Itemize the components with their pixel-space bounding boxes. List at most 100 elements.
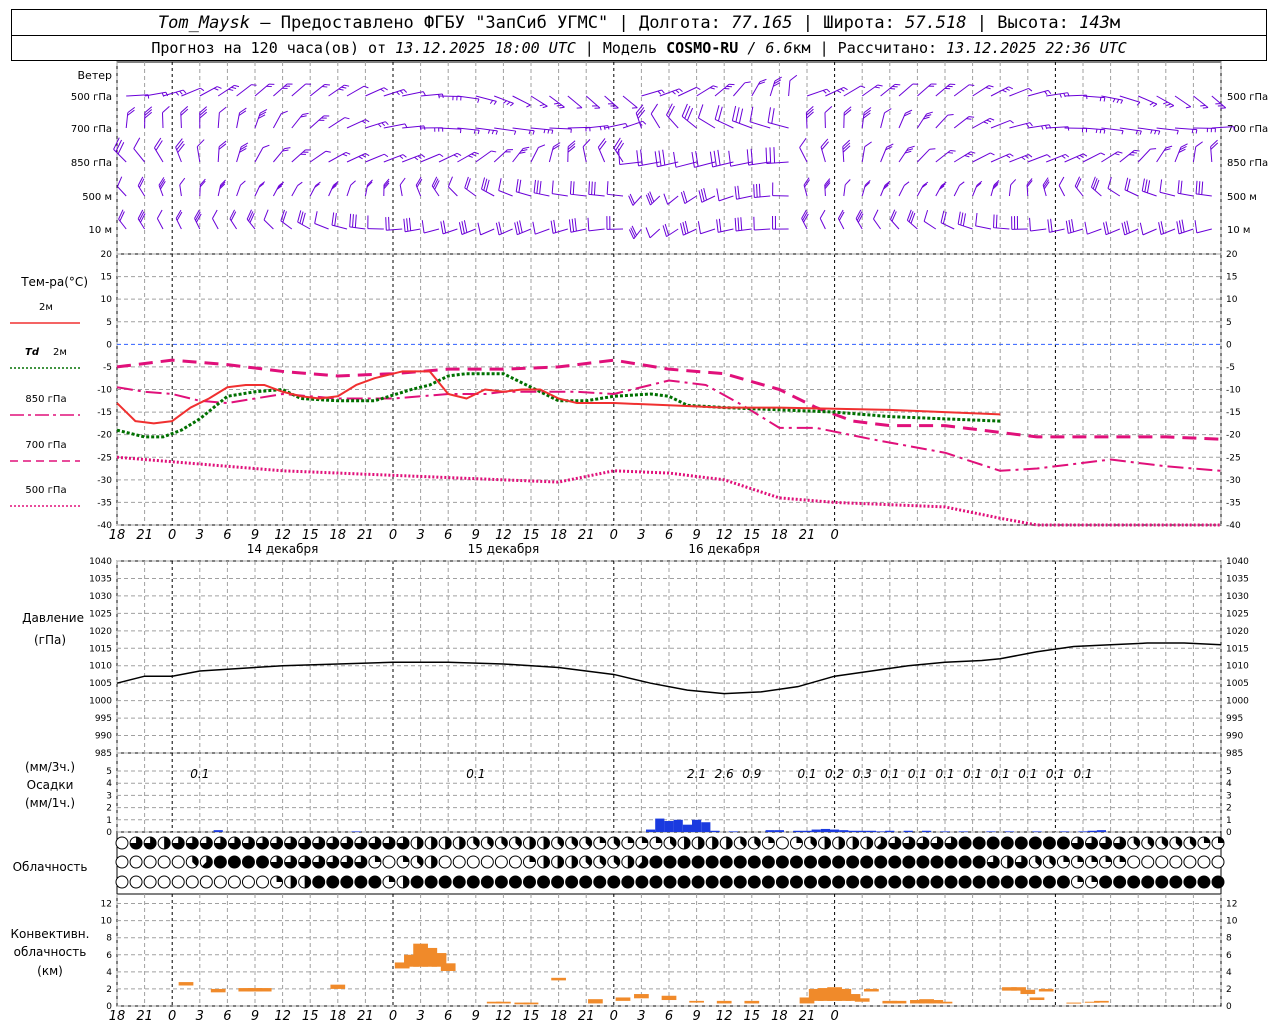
cloud-cover-symbol (874, 855, 888, 869)
cloud-cover-symbol (635, 855, 649, 869)
wind-barb-feather (219, 106, 227, 114)
wind-barb-feather (509, 102, 514, 107)
wind-barb-feather (969, 84, 975, 86)
wind-barb (754, 228, 771, 231)
wind-barb-feather (396, 91, 400, 96)
wind-barb-feather (1076, 156, 1081, 160)
wind-barb-feather (349, 213, 352, 227)
wind-barb-feather (886, 143, 894, 148)
wind-barb (438, 95, 461, 98)
cloud-cover-symbol (1056, 836, 1070, 850)
wind-barb (498, 228, 513, 236)
precip-tick-left: 4 (106, 779, 112, 789)
wind-barb (217, 112, 220, 129)
cloud-cover-symbol (1000, 855, 1014, 869)
convective-bar (551, 977, 566, 981)
convective-bar (496, 1001, 511, 1004)
cloud-cover-symbol (1070, 875, 1084, 889)
wind-barb-feather (514, 222, 518, 235)
temp-panel-title: Тем-ра(°С) (20, 275, 88, 289)
cloud-cover-symbol (382, 875, 396, 889)
wind-barb-feather (434, 180, 440, 190)
wind-barb-feather (180, 108, 189, 116)
wind-barb-feather (756, 184, 758, 198)
wind-barb (1107, 188, 1121, 197)
wind-barb-feather (199, 178, 206, 186)
wind-barb-feather (276, 185, 283, 190)
wind-barb (365, 153, 385, 163)
convective-bar (514, 1002, 530, 1005)
wind-barb-feather (385, 217, 387, 231)
wind-barb (1138, 127, 1160, 132)
wind-barb (405, 228, 421, 233)
cloud-cover-symbol (705, 855, 719, 869)
cloud-cover-symbol (1197, 855, 1211, 869)
wind-barb-feather (1179, 146, 1187, 151)
wind-barb-feather (246, 209, 252, 220)
wind-barb-feather (799, 137, 807, 148)
wind-barb-feather (587, 217, 590, 231)
cloud-cover-symbol (972, 875, 986, 889)
wind-barb (117, 186, 127, 197)
wind-barb-feather (284, 147, 291, 150)
cloud-cover-symbol (143, 875, 157, 889)
wind-barb (732, 120, 752, 129)
wind-barb-feather (381, 122, 386, 127)
precip-bar (351, 831, 361, 832)
wind-barb-feather (1198, 181, 1201, 195)
wind-barb-feather (712, 85, 718, 88)
latitude-value: 57.518 (905, 13, 967, 33)
wind-barb-feather (686, 107, 694, 121)
wind-barb (480, 228, 495, 236)
cloud-cover-symbol (508, 855, 522, 869)
wind-barb-feather (863, 109, 871, 116)
wind-barb (530, 95, 548, 107)
wind-barb (530, 127, 553, 131)
wind-barb-feather (1076, 178, 1082, 189)
provider-text: – Предоставлено ФГБУ "ЗапСиб УГМС" | Дол… (250, 13, 732, 33)
precip-bar (774, 830, 784, 832)
wind-barb-feather (259, 181, 266, 186)
wind-barb-feather (259, 108, 268, 114)
wind-barb-feather (806, 108, 814, 116)
wind-barb-feather (883, 184, 889, 190)
cloud-cover-symbol (804, 855, 818, 869)
wind-barb-feather (127, 109, 135, 116)
wind-barb-feather (842, 139, 851, 147)
convective-bar (1029, 997, 1045, 1001)
pressure-tick-left: 995 (95, 714, 112, 724)
wind-barb-feather (118, 209, 124, 220)
cloud-cover-symbol (1085, 836, 1099, 850)
wind-barb-feather (240, 180, 246, 186)
cloud-cover-symbol (157, 875, 171, 889)
temp-tick-right: -35 (1226, 498, 1241, 508)
wind-barb-feather (263, 209, 269, 221)
cloud-cover-symbol (143, 836, 157, 850)
wind-barb-feather (891, 211, 897, 222)
conv-tick-left: 10 (101, 917, 113, 927)
wind-barb (126, 94, 149, 97)
wind-barb-feather (1124, 177, 1129, 190)
wind-barb-feather (519, 220, 523, 233)
wind-barb-feather (569, 181, 572, 195)
wind-barb-feather (650, 103, 659, 115)
temp-tick-right: -40 (1226, 521, 1241, 531)
wind-barb-feather (804, 179, 810, 188)
wind-barb-feather (1178, 148, 1186, 153)
cloud-cover-symbol (565, 836, 579, 850)
wind-barb-feather (1150, 129, 1153, 134)
wind-barb (1101, 95, 1123, 101)
cloud-cover-symbol (972, 855, 986, 869)
wind-barb (447, 186, 458, 197)
wind-barb-feather (843, 109, 852, 116)
wind-barb-feather (758, 183, 761, 197)
wind-barb-feather (196, 213, 202, 223)
cloud-cover-symbol (382, 836, 396, 850)
pressure-tick-left: 1040 (89, 557, 112, 567)
conv-tick-right: 0 (1226, 1002, 1232, 1012)
wind-barb-feather (645, 194, 651, 206)
hour-label-bottom: 0 (168, 1009, 176, 1024)
wind-barb (588, 228, 605, 232)
wind-barb-feather (950, 149, 956, 152)
wind-barb-feather (333, 181, 339, 186)
